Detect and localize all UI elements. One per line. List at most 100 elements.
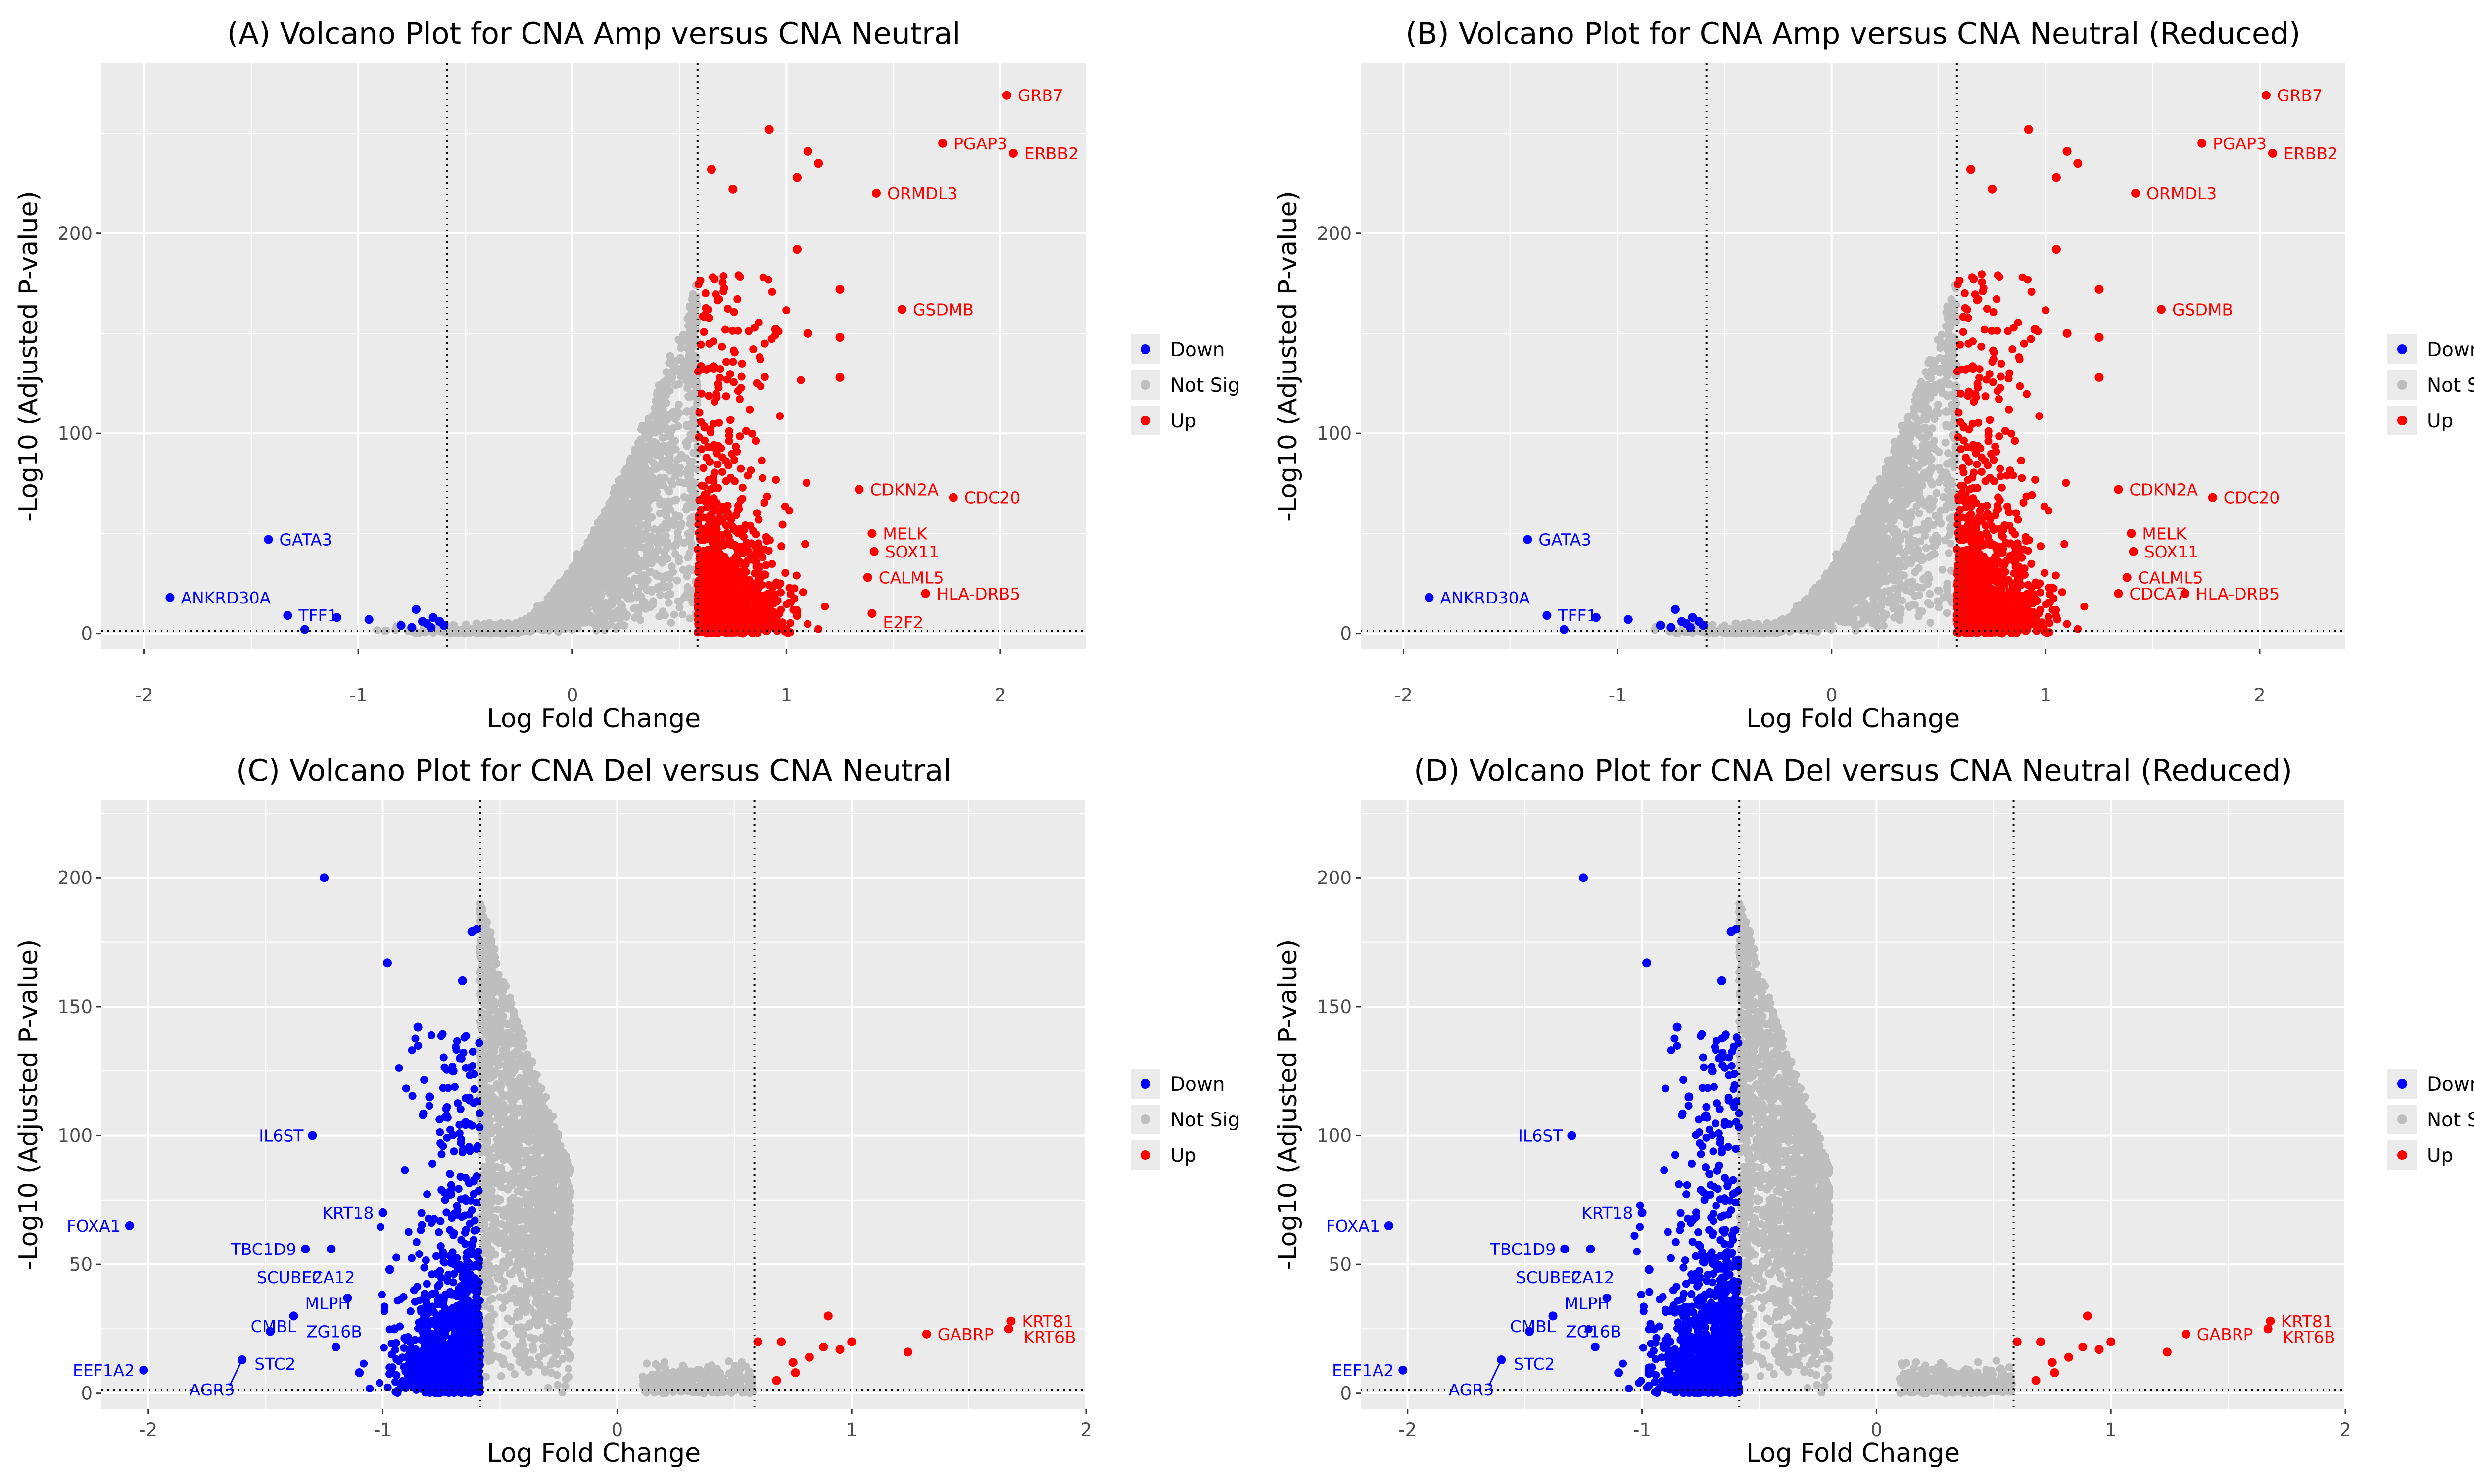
- up-point: [748, 429, 756, 438]
- not-sig-point: [582, 565, 590, 574]
- up-point: [702, 304, 710, 312]
- not-sig-point: [659, 441, 667, 450]
- not-sig-point: [548, 610, 556, 619]
- up-point: [757, 382, 765, 390]
- up-point: [778, 520, 787, 529]
- not-sig-point: [1943, 609, 1951, 617]
- up-point: [722, 512, 731, 520]
- gene-label: TFF1: [298, 606, 337, 625]
- up-point: [718, 503, 727, 511]
- not-sig-point: [618, 540, 626, 549]
- not-sig-point: [544, 597, 553, 605]
- not-sig-point: [669, 424, 677, 433]
- up-point: [728, 326, 737, 335]
- not-sig-point: [677, 344, 685, 352]
- not-sig-point: [597, 514, 606, 523]
- not-sig-point: [616, 501, 624, 510]
- not-sig-point: [604, 510, 613, 518]
- not-sig-point: [638, 422, 647, 430]
- not-sig-point: [678, 367, 686, 375]
- x-tick-label: -2: [135, 685, 153, 706]
- not-sig-point: [554, 623, 563, 632]
- not-sig-point: [671, 445, 680, 453]
- up-point: [730, 456, 739, 464]
- up-point: [1008, 148, 1018, 158]
- not-sig-point: [613, 488, 621, 497]
- up-point: [755, 318, 763, 326]
- not-sig-point: [619, 567, 628, 575]
- not-sig-point: [466, 625, 475, 633]
- not-sig-point: [1932, 489, 1941, 497]
- up-point: [867, 529, 877, 538]
- not-sig-point: [687, 528, 696, 536]
- not-sig-point: [691, 333, 699, 342]
- up-point: [717, 535, 725, 543]
- not-sig-point: [642, 500, 651, 508]
- up-point: [736, 432, 744, 441]
- up-point: [785, 507, 794, 515]
- up-point: [786, 628, 794, 637]
- not-sig-point: [663, 544, 671, 552]
- not-sig-point: [668, 361, 677, 369]
- not-sig-point: [618, 524, 627, 533]
- up-point: [737, 372, 746, 381]
- series-not-sig: [373, 281, 702, 638]
- up-point: [695, 594, 704, 602]
- up-point: [706, 458, 714, 466]
- down-point: [396, 621, 406, 630]
- y-tick-label: 0: [1340, 623, 1352, 645]
- not-sig-point: [677, 338, 685, 346]
- not-sig-point: [651, 550, 659, 558]
- down-point: [165, 593, 175, 602]
- up-point: [869, 547, 879, 556]
- not-sig-point: [637, 535, 646, 544]
- not-sig-point: [684, 494, 693, 503]
- up-point: [719, 272, 728, 280]
- not-sig-point: [1914, 564, 1923, 572]
- up-point: [737, 464, 745, 473]
- gene-label: ERBB2: [1024, 144, 1079, 163]
- not-sig-point: [693, 399, 701, 408]
- y-tick-label: 200: [1317, 223, 1352, 244]
- gene-label: E2F2: [883, 613, 923, 632]
- not-sig-point: [623, 577, 632, 585]
- up-point: [707, 165, 716, 174]
- up-point: [722, 521, 730, 530]
- up-point: [741, 618, 749, 627]
- not-sig-point: [513, 619, 522, 628]
- up-point: [764, 276, 773, 284]
- up-point: [740, 533, 748, 541]
- not-sig-point: [675, 464, 684, 472]
- up-point: [804, 620, 812, 628]
- up-point: [737, 582, 746, 590]
- up-point: [1002, 91, 1011, 100]
- not-sig-point: [618, 551, 626, 559]
- x-tick-label: -2: [1394, 685, 1413, 706]
- not-sig-point: [649, 422, 657, 431]
- up-point: [867, 609, 877, 618]
- not-sig-point: [590, 614, 599, 623]
- not-sig-point: [671, 437, 679, 445]
- gene-label: GATA3: [279, 530, 332, 550]
- up-point: [768, 287, 776, 296]
- up-point: [722, 457, 730, 465]
- not-sig-point: [545, 623, 553, 632]
- gene-label: ANKRD30A: [181, 588, 271, 607]
- up-point: [863, 573, 872, 582]
- up-point: [714, 574, 722, 583]
- not-sig-point: [670, 521, 678, 529]
- up-point: [835, 372, 845, 382]
- not-sig-point: [674, 534, 682, 542]
- not-sig-point: [373, 626, 381, 635]
- not-sig-point: [584, 580, 592, 589]
- not-sig-point: [648, 513, 656, 521]
- up-point: [698, 481, 706, 490]
- not-sig-point: [580, 547, 588, 555]
- up-point: [785, 599, 793, 607]
- not-sig-point: [671, 550, 680, 558]
- not-sig-point: [636, 616, 645, 624]
- up-point: [780, 624, 789, 633]
- up-point: [938, 139, 948, 148]
- not-sig-point: [643, 434, 651, 442]
- not-sig-point: [609, 518, 617, 526]
